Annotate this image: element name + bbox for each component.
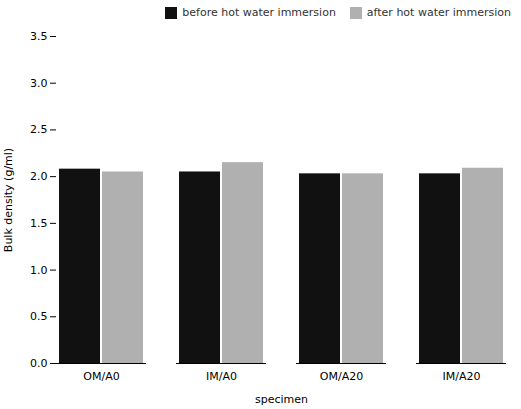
svg-text:OM/A20: OM/A20 — [320, 370, 363, 383]
svg-text:2.5: 2.5 — [30, 123, 48, 136]
svg-text:1.0: 1.0 — [30, 264, 48, 277]
svg-text:3.0: 3.0 — [30, 77, 48, 90]
svg-text:IM/A20: IM/A20 — [443, 370, 481, 383]
html-text:before hot water immersion: before hot water immersion — [182, 6, 336, 19]
html-text:after hot water immersion: after hot water immersion — [366, 6, 511, 19]
svg-text:Bulk density (g/ml): Bulk density (g/ml) — [2, 148, 15, 252]
svg-text:3.5: 3.5 — [30, 30, 48, 43]
svg-text:0.0: 0.0 — [30, 357, 48, 370]
svg-text:2.0: 2.0 — [30, 170, 48, 183]
svg-text:OM/A0: OM/A0 — [83, 370, 119, 383]
svg-text:0.5: 0.5 — [30, 310, 48, 323]
svg-text:IM/A0: IM/A0 — [206, 370, 237, 383]
svg-text:specimen: specimen — [255, 393, 308, 406]
svg-text:1.5: 1.5 — [30, 217, 48, 230]
